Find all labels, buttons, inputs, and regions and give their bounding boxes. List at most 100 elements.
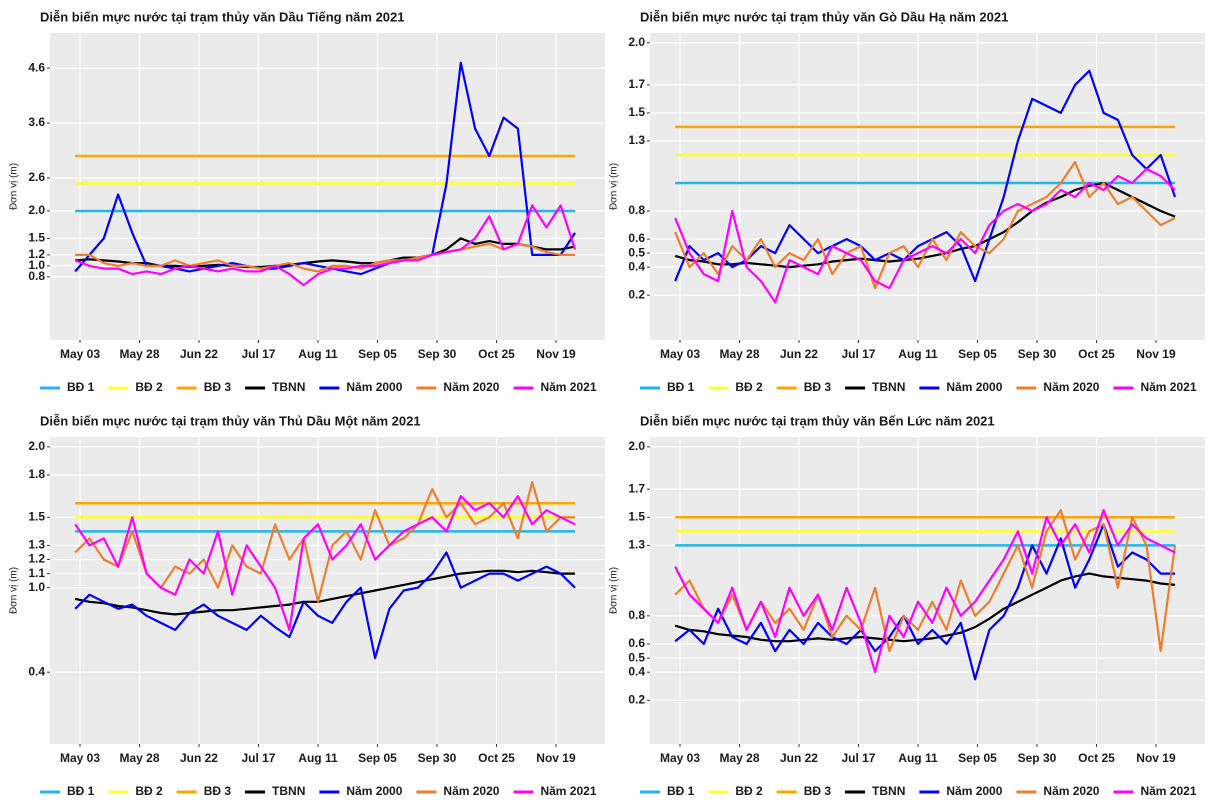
x-tick-label: May 28 bbox=[719, 347, 759, 361]
y-tick-label: 0.4 bbox=[28, 664, 45, 678]
y-tick-label: 1.0 bbox=[28, 580, 45, 594]
x-tick-label: May 28 bbox=[719, 751, 759, 765]
legend-label: Năm 2000 bbox=[946, 380, 1002, 394]
x-tick-label: Aug 11 bbox=[898, 751, 938, 765]
panel: Diễn biến mực nước tại trạm thủy văn Thủ… bbox=[9, 413, 605, 798]
series-line bbox=[674, 572, 1176, 643]
chart-title: Diễn biến mực nước tại trạm thủy văn Thủ… bbox=[40, 413, 421, 428]
legend-label: BĐ 3 bbox=[804, 380, 832, 394]
panel: Diễn biến mực nước tại trạm thủy văn Dầu… bbox=[9, 9, 605, 394]
legend-label: BĐ 1 bbox=[67, 784, 95, 798]
y-tick-label: 1.7 bbox=[628, 77, 645, 91]
legend-label: BĐ 2 bbox=[135, 784, 163, 798]
y-tick-label: 2.0 bbox=[28, 203, 45, 217]
legend-label: BĐ 2 bbox=[735, 380, 763, 394]
y-tick-label: 1.2 bbox=[28, 552, 45, 566]
x-tick-label: Aug 11 bbox=[298, 751, 338, 765]
x-tick-label: Aug 11 bbox=[898, 347, 938, 361]
x-tick-label: Oct 25 bbox=[1078, 347, 1115, 361]
legend-label: TBNN bbox=[872, 784, 905, 798]
legend-label: BĐ 1 bbox=[667, 784, 695, 798]
y-tick-label: 0.6 bbox=[628, 636, 645, 650]
y-tick-label: 0.8 bbox=[628, 203, 645, 217]
legend-label: BĐ 3 bbox=[204, 784, 232, 798]
y-tick-label: 0.6 bbox=[628, 231, 645, 245]
chart-title: Diễn biến mực nước tại trạm thủy văn Bến… bbox=[640, 413, 995, 428]
series-line bbox=[674, 167, 1176, 304]
legend-label: Năm 2020 bbox=[443, 380, 499, 394]
legend-label: BĐ 3 bbox=[804, 784, 832, 798]
y-tick-label: 0.8 bbox=[628, 608, 645, 622]
legend-label: TBNN bbox=[872, 380, 905, 394]
x-tick-label: Sep 05 bbox=[358, 347, 397, 361]
x-tick-label: Sep 30 bbox=[418, 347, 457, 361]
x-tick-label: Nov 19 bbox=[536, 751, 576, 765]
x-tick-label: May 03 bbox=[60, 347, 100, 361]
y-tick-label: 1.7 bbox=[628, 481, 645, 495]
series-line bbox=[674, 523, 1175, 681]
series-line bbox=[74, 495, 576, 631]
series-line bbox=[74, 569, 575, 616]
x-tick-label: May 28 bbox=[119, 751, 159, 765]
y-axis-label: Đơn vị (m) bbox=[609, 163, 620, 210]
x-tick-label: May 03 bbox=[660, 347, 700, 361]
panel: Diễn biến mực nước tại trạm thủy văn Bến… bbox=[609, 413, 1205, 798]
legend-label: TBNN bbox=[272, 784, 305, 798]
y-tick-label: 0.8 bbox=[28, 269, 45, 283]
legend-label: Năm 2021 bbox=[1140, 784, 1196, 798]
x-tick-label: Sep 30 bbox=[418, 751, 457, 765]
x-tick-label: May 03 bbox=[60, 751, 100, 765]
chart-title: Diễn biến mực nước tại trạm thủy văn Dầu… bbox=[40, 9, 404, 24]
y-tick-label: 1.1 bbox=[28, 566, 45, 580]
legend-label: BĐ 2 bbox=[735, 784, 763, 798]
legend-label: BĐ 2 bbox=[135, 380, 163, 394]
y-tick-label: 0.5 bbox=[628, 245, 645, 259]
series-line bbox=[674, 509, 1176, 674]
legend-label: Năm 2020 bbox=[443, 784, 499, 798]
y-tick-label: 1.8 bbox=[28, 467, 45, 481]
x-tick-label: Nov 19 bbox=[536, 347, 576, 361]
y-tick-label: 4.6 bbox=[28, 60, 45, 74]
legend-label: BĐ 1 bbox=[667, 380, 695, 394]
y-tick-label: 2.0 bbox=[628, 35, 645, 49]
y-tick-label: 1.5 bbox=[28, 231, 45, 245]
legend-label: Năm 2021 bbox=[1140, 380, 1196, 394]
y-tick-label: 1.3 bbox=[28, 538, 45, 552]
y-tick-label: 2.0 bbox=[28, 439, 45, 453]
x-tick-label: Jul 17 bbox=[841, 751, 875, 765]
y-axis-label: Đơn vị (m) bbox=[609, 567, 620, 614]
y-tick-label: 1.2 bbox=[28, 247, 45, 261]
x-tick-label: Oct 25 bbox=[478, 751, 515, 765]
y-tick-label: 0.4 bbox=[628, 664, 645, 678]
y-axis-label: Đơn vị (m) bbox=[9, 163, 20, 210]
y-tick-label: 1.5 bbox=[28, 509, 45, 523]
x-tick-label: Sep 05 bbox=[358, 751, 397, 765]
y-tick-label: 1.5 bbox=[628, 105, 645, 119]
y-tick-label: 2.6 bbox=[28, 170, 45, 184]
x-tick-label: Jun 22 bbox=[780, 751, 818, 765]
x-tick-label: Oct 25 bbox=[478, 347, 515, 361]
x-tick-label: Sep 30 bbox=[1018, 347, 1057, 361]
x-tick-label: Nov 19 bbox=[1136, 347, 1176, 361]
plot-background bbox=[50, 437, 605, 744]
legend-label: Năm 2000 bbox=[346, 380, 402, 394]
plot-background bbox=[650, 437, 1205, 744]
plot-background bbox=[650, 33, 1205, 340]
x-tick-label: Jun 22 bbox=[180, 751, 218, 765]
x-tick-label: Aug 11 bbox=[298, 347, 338, 361]
legend-label: BĐ 1 bbox=[67, 380, 95, 394]
y-tick-label: 0.5 bbox=[628, 650, 645, 664]
series-line bbox=[674, 160, 1176, 290]
y-tick-label: 0.2 bbox=[628, 693, 645, 707]
legend-label: Năm 2020 bbox=[1043, 784, 1099, 798]
y-tick-label: 3.6 bbox=[28, 115, 45, 129]
x-tick-label: May 28 bbox=[119, 347, 159, 361]
legend-label: Năm 2020 bbox=[1043, 380, 1099, 394]
series-line bbox=[74, 204, 577, 287]
x-tick-label: May 03 bbox=[660, 751, 700, 765]
x-tick-label: Sep 30 bbox=[1018, 751, 1057, 765]
legend-label: Năm 2021 bbox=[540, 380, 596, 394]
series-line bbox=[74, 551, 576, 660]
series-line bbox=[75, 242, 575, 273]
